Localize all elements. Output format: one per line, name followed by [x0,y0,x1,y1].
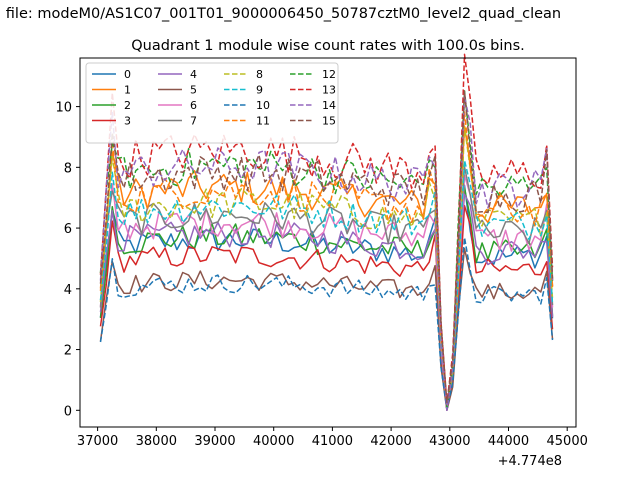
series-line-4 [99,193,554,411]
legend-box [85,62,339,144]
x-tick-label: 45000 [547,434,588,449]
legend-label-4: 4 [190,68,197,81]
series-line-0 [99,184,554,412]
series-line-10 [99,236,554,410]
x-tick-label: 41000 [312,434,353,449]
y-tick-label: 0 [64,404,72,419]
x-tick-label: 44000 [488,434,529,449]
legend-label-3: 3 [124,115,131,128]
x-tick-label: 38000 [136,434,177,449]
series-line-12 [99,90,554,408]
legend-label-15: 15 [322,115,336,128]
series-line-3 [99,204,554,406]
series-line-7 [99,166,554,406]
x-axis: 37000 38000 39000 40000 41000 42000 43000 44000… [77,427,588,449]
legend-label-2: 2 [124,99,131,112]
legend-label-12: 12 [322,68,336,81]
legend-label-14: 14 [322,99,336,112]
series-line-13 [99,53,554,405]
plot-frame [79,57,577,428]
series-line-8 [99,125,554,408]
y-tick-label: 2 [64,344,72,359]
y-tick-label: 10 [55,101,72,116]
legend-label-11: 11 [256,115,270,128]
legend-label-0: 0 [124,68,131,81]
y-tick-label: 4 [64,283,72,298]
series-line-2 [99,187,554,405]
series-line-9 [99,159,554,404]
series-line-6 [99,174,554,410]
x-tick-label: 39000 [194,434,235,449]
series-line-15 [99,90,554,404]
y-tick-label: 8 [64,161,72,176]
x-tick-label: 40000 [253,434,294,449]
y-tick-label: 6 [64,222,72,237]
x-offset-label: +4.774e8 [498,454,562,469]
x-tick-label: 42000 [370,434,411,449]
series-line-14 [99,95,554,412]
chart-suptitle: n file: modeM0/AS1C07_001T01_9000006450_… [0,6,561,22]
x-tick-label: 43000 [429,434,470,449]
legend-label-13: 13 [322,84,336,97]
legend-label-8: 8 [256,68,263,81]
legend-label-6: 6 [190,99,197,112]
series-line-5 [99,247,554,412]
legend-label-7: 7 [190,115,197,128]
legend-label-1: 1 [124,84,131,97]
y-axis: 0 2 4 6 8 10 [55,101,80,419]
legend-label-9: 9 [256,84,263,97]
plot-area [79,53,577,428]
legend-label-10: 10 [256,99,270,112]
series-line-11 [99,111,554,406]
legend-label-5: 5 [190,84,197,97]
x-tick-label: 37000 [77,434,118,449]
chart-title: Quadrant 1 module wise count rates with … [131,38,525,54]
